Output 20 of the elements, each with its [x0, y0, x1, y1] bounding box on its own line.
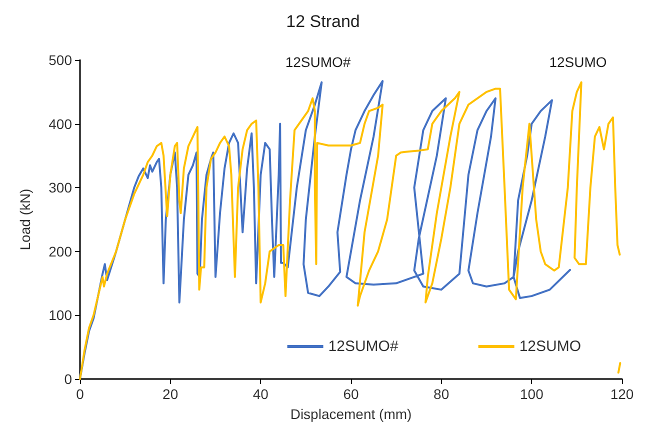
- y-axis-title: Load (kN): [17, 188, 33, 250]
- x-tick-label: 40: [252, 386, 269, 402]
- legend-label: 12SUMO#: [328, 338, 399, 355]
- x-axis-title: Displacement (mm): [290, 406, 412, 422]
- x-tick-label: 120: [610, 386, 634, 402]
- chart-title: 12 Strand: [286, 12, 360, 31]
- y-tick-label: 400: [48, 116, 72, 132]
- legend-label: 12SUMO: [519, 338, 582, 355]
- x-tick-label: 100: [520, 386, 544, 402]
- y-tick-label: 200: [48, 243, 72, 260]
- y-tick-label: 0: [64, 371, 72, 387]
- y-tick-label: 500: [48, 52, 72, 68]
- x-tick-label: 20: [162, 386, 178, 402]
- y-tick-label: 300: [48, 180, 72, 196]
- x-tick-label: 80: [434, 386, 450, 402]
- annotation: 12SUMO#: [285, 54, 351, 70]
- x-tick-label: 0: [76, 386, 84, 402]
- x-tick-label: 60: [343, 386, 359, 402]
- y-tick-label: 100: [48, 307, 72, 324]
- annotation: 12SUMO: [549, 54, 607, 70]
